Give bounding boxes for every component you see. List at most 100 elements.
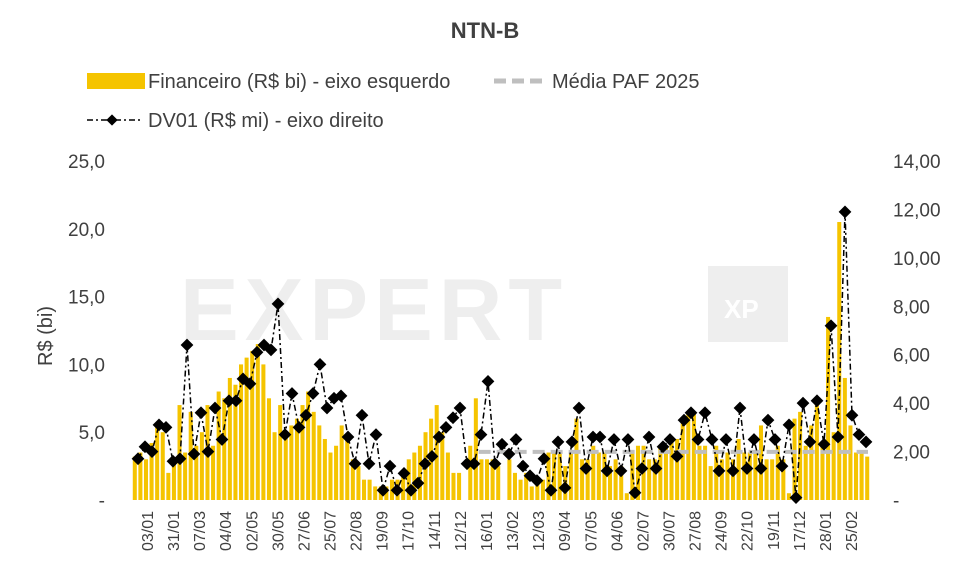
bar (803, 445, 808, 500)
svg-text:EXPERT: EXPERT (180, 260, 568, 359)
bar (434, 405, 439, 500)
chart-title: NTN-B (451, 18, 519, 43)
dv01-marker (446, 411, 460, 425)
bar (166, 472, 171, 500)
bar (786, 493, 791, 500)
dv01-marker (761, 413, 775, 427)
bar (222, 398, 227, 500)
dv01-marker (474, 428, 488, 441)
bar (647, 459, 652, 500)
bar (848, 425, 853, 500)
dv01-marker (698, 406, 712, 420)
dv01-marker (250, 345, 264, 359)
dv01-marker (194, 406, 208, 420)
bar (311, 411, 316, 500)
bar (445, 452, 450, 500)
dv01-marker (509, 433, 523, 446)
dv01-marker (362, 457, 376, 471)
bar (658, 445, 663, 500)
bar (440, 432, 445, 500)
right-tick-label: 14,00 (893, 152, 941, 173)
bar (557, 452, 562, 500)
bar (540, 479, 545, 500)
bar (663, 445, 668, 500)
right-tick-label: 4,00 (893, 394, 930, 415)
dv01-marker (845, 408, 859, 422)
bar (529, 486, 534, 500)
bar (613, 459, 618, 500)
dv01-marker (418, 457, 432, 471)
dv01-marker (306, 387, 320, 400)
bar (552, 452, 557, 500)
bar (339, 425, 344, 500)
bar (171, 459, 176, 500)
dv01-marker (215, 433, 229, 446)
bar (345, 438, 350, 500)
dv01-marker (810, 394, 824, 408)
legend-item-financeiro: Financeiro (R$ bi) - eixo esquerdo (87, 71, 450, 93)
dv01-marker (621, 433, 635, 446)
left-tick-label: - (99, 491, 105, 512)
x-tick-label: 02/07 (635, 511, 652, 551)
x-tick-label: 12/03 (531, 511, 548, 551)
bar (619, 466, 624, 500)
svg-text:XP: XP (724, 294, 759, 324)
dv01-marker (355, 408, 369, 422)
bar (417, 445, 422, 500)
bar (155, 424, 160, 500)
bar (272, 432, 277, 500)
bar (350, 459, 355, 500)
bar (568, 452, 573, 500)
bar (691, 411, 696, 500)
x-tick-label: 13/02 (505, 511, 522, 551)
dv01-marker (747, 433, 761, 446)
right-tick-label: 6,00 (893, 346, 930, 367)
x-tick-label: 30/05 (270, 511, 287, 551)
legend-item-dv01: DV01 (R$ mi) - eixo direito (87, 110, 384, 132)
bar (227, 377, 232, 500)
bar (842, 377, 847, 500)
bar (278, 405, 283, 500)
legend-item-media: Média PAF 2025 (494, 71, 700, 93)
dv01-marker (593, 430, 607, 444)
x-tick-label: 04/06 (609, 511, 626, 551)
bar (479, 459, 484, 500)
bar (490, 459, 495, 500)
x-tick-label: 28/01 (818, 511, 835, 551)
x-tick-label: 22/10 (740, 511, 757, 551)
dv01-marker (705, 433, 719, 446)
x-tick-label: 31/01 (166, 511, 183, 551)
bar (138, 452, 143, 500)
bar (753, 452, 758, 500)
dv01-marker (376, 483, 390, 497)
dv01-marker (278, 428, 292, 441)
bar (602, 452, 607, 500)
dv01-marker (733, 401, 747, 415)
x-tick-label: 03/01 (140, 511, 157, 551)
bar (686, 411, 691, 500)
x-tick-label: 19/11 (766, 511, 783, 550)
dv01-marker (292, 421, 306, 434)
bar (239, 364, 244, 500)
bar (356, 466, 361, 500)
bar (770, 459, 775, 500)
dv01-marker (313, 358, 327, 371)
x-tick-label: 30/07 (662, 511, 679, 551)
bar (250, 350, 255, 500)
dv01-marker (390, 483, 404, 497)
dv01-marker (229, 394, 243, 408)
bar (294, 418, 299, 500)
bar (194, 445, 199, 500)
x-tick-label: 17/12 (792, 511, 809, 551)
bar (183, 452, 188, 500)
bar (865, 456, 870, 500)
bar (697, 445, 702, 500)
dv01-marker (768, 433, 782, 446)
bar (524, 472, 529, 500)
bar (731, 459, 736, 500)
bar (373, 486, 378, 500)
dv01-marker (432, 430, 446, 444)
left-tick-label: 10,0 (68, 355, 105, 376)
x-tick-label: 04/04 (218, 511, 235, 551)
dv01-marker (173, 452, 187, 466)
